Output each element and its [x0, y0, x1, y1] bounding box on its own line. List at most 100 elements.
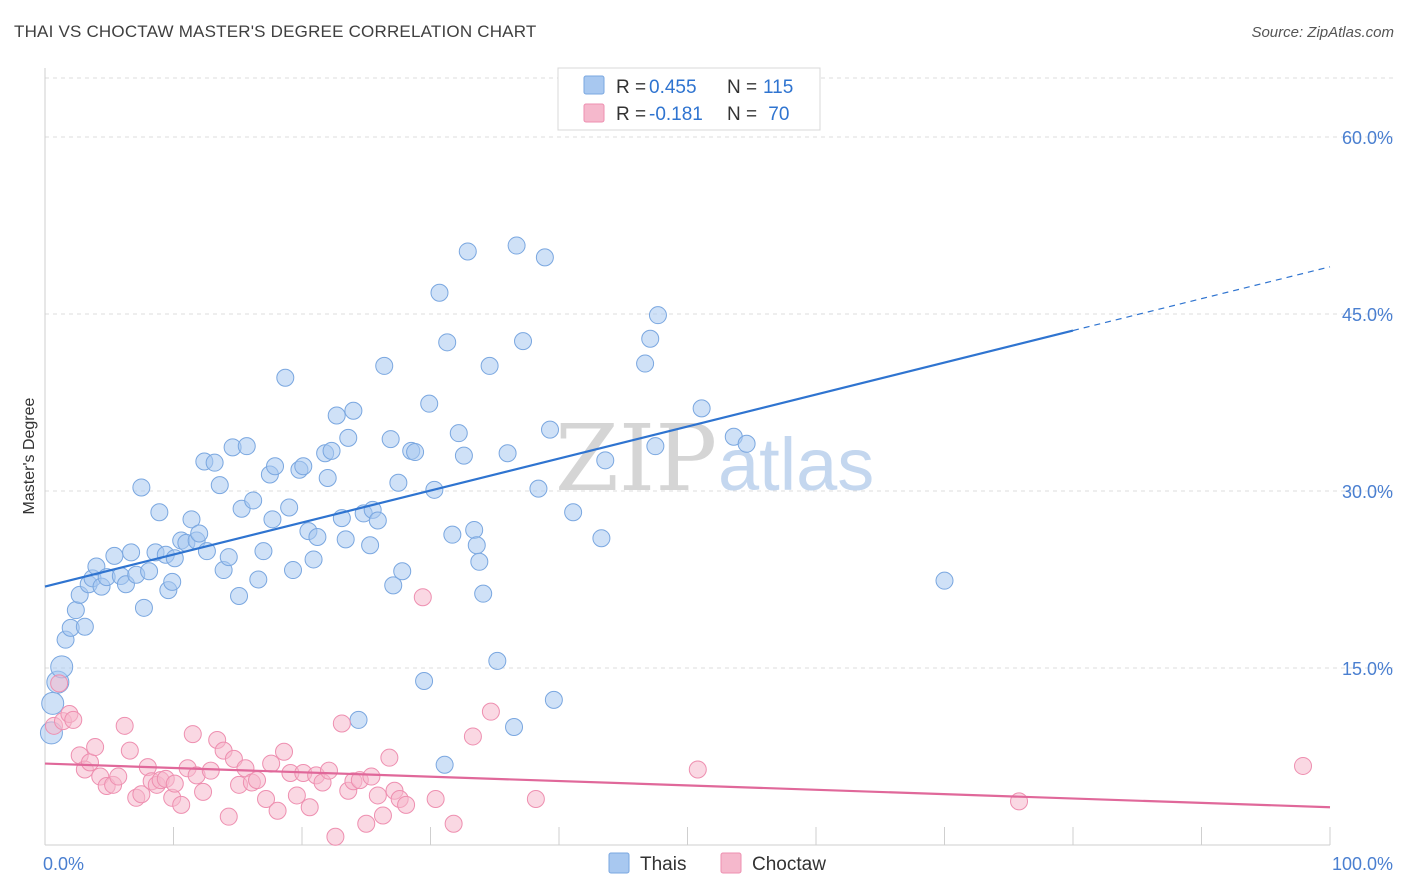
thais-point — [134, 598, 153, 617]
choctaw-point — [86, 738, 105, 757]
choctaw-point — [287, 786, 306, 805]
thais-point — [339, 428, 358, 447]
choctaw-point — [688, 760, 707, 779]
thais-point — [514, 332, 533, 351]
thais-point — [205, 453, 224, 472]
legend-r-value-choctaw: -0.181 — [649, 104, 703, 125]
thais-point — [449, 424, 468, 443]
choctaw-point — [413, 588, 432, 607]
thais-point — [349, 710, 368, 729]
thais-point — [636, 354, 655, 373]
legend-n-value-thais: 115 — [763, 77, 793, 98]
thais-point — [266, 457, 285, 476]
axes — [44, 68, 1331, 846]
y-axis-label: Master's Degree — [21, 397, 38, 514]
thais-point — [389, 473, 408, 492]
thais-point — [318, 469, 337, 488]
choctaw-point — [368, 786, 387, 805]
thais-point — [384, 576, 403, 595]
y-tick-label: 45.0% — [1342, 305, 1393, 325]
thais-point — [263, 510, 282, 529]
watermark-zip: ZIP — [555, 405, 717, 512]
thais-point — [219, 548, 238, 567]
thais-point — [498, 444, 517, 463]
choctaw-point — [109, 767, 128, 786]
y-tick-label: 30.0% — [1342, 482, 1393, 502]
thais-point — [230, 587, 249, 606]
choctaw-point — [380, 748, 399, 767]
legend-swatch-thais — [583, 75, 605, 95]
trend-lines — [44, 266, 1331, 809]
choctaw-point — [194, 782, 213, 801]
thais-point — [308, 528, 327, 547]
choctaw-point — [373, 806, 392, 825]
choctaw-point — [463, 727, 482, 746]
thais-point — [467, 536, 486, 555]
thais-point — [344, 401, 363, 420]
thais-point — [592, 529, 611, 548]
thais-point — [564, 503, 583, 522]
legend-bottom-label-thais: Thais — [640, 854, 686, 875]
thais-point — [381, 430, 400, 449]
thais-point — [641, 329, 660, 348]
thais-point — [544, 690, 563, 709]
chart-title: THAI VS CHOCTAW MASTER'S DEGREE CORRELAT… — [14, 22, 537, 41]
legend-n-label: N = — [727, 104, 757, 125]
grid — [45, 77, 1394, 669]
thais-point — [284, 561, 303, 580]
legend-bottom-label-choctaw: Choctaw — [752, 854, 826, 875]
tick-labels: 15.0% 30.0% 45.0% 60.0% 0.0% 100.0% — [43, 128, 1393, 874]
thais-point — [237, 437, 256, 456]
thais-point — [488, 651, 507, 670]
thais-point — [406, 443, 425, 462]
thais-point — [150, 503, 169, 522]
thais-point — [280, 498, 299, 517]
y-tick-label: 15.0% — [1342, 659, 1393, 679]
choctaw-trend-line — [44, 762, 1331, 809]
thais-trend-line — [44, 329, 1074, 588]
legend-r-label: R = — [616, 104, 646, 125]
choctaw-point — [132, 785, 151, 804]
thais-point — [470, 552, 489, 571]
choctaw-point — [183, 725, 202, 744]
thais-point — [122, 543, 141, 562]
thais-point — [66, 601, 85, 620]
thais-point — [535, 248, 554, 267]
thais-point — [50, 655, 74, 679]
thais-point — [430, 283, 449, 302]
thais-point — [465, 520, 484, 539]
choctaw-point — [201, 761, 220, 780]
thais-point — [361, 536, 380, 555]
choctaw-point — [50, 674, 69, 693]
thais-point — [105, 546, 124, 565]
choctaw-point — [172, 795, 191, 814]
choctaw-point — [275, 742, 294, 761]
choctaw-point — [481, 702, 500, 721]
thais-point — [375, 356, 394, 375]
thais-point — [438, 333, 457, 352]
thais-point — [692, 399, 711, 418]
thais-point — [336, 530, 355, 549]
legend-r-value-thais: 0.455 — [649, 77, 697, 98]
legend-top: R = 0.455 N = 115 R = -0.181 N = 70 — [557, 67, 821, 131]
thais-point — [596, 451, 615, 470]
choctaw-point — [219, 807, 238, 826]
choctaw-point — [326, 827, 345, 846]
legend-bottom: Thais Choctaw — [608, 852, 826, 875]
choctaw-point — [165, 774, 184, 793]
choctaw-point — [357, 814, 376, 833]
thais-point — [41, 691, 65, 715]
thais-point — [935, 571, 954, 590]
legend-bottom-swatch-choctaw — [720, 852, 742, 874]
thais-point — [435, 755, 454, 774]
thais-point — [244, 491, 263, 510]
choctaw-point — [120, 741, 139, 760]
x-tick-label: 100.0% — [1332, 854, 1393, 874]
thais-point — [474, 584, 493, 603]
thais-point — [163, 572, 182, 591]
thais-point — [276, 368, 295, 387]
thais-trend-extension — [1072, 266, 1331, 332]
choctaw-point — [1294, 756, 1313, 775]
choctaw-point — [362, 767, 381, 786]
